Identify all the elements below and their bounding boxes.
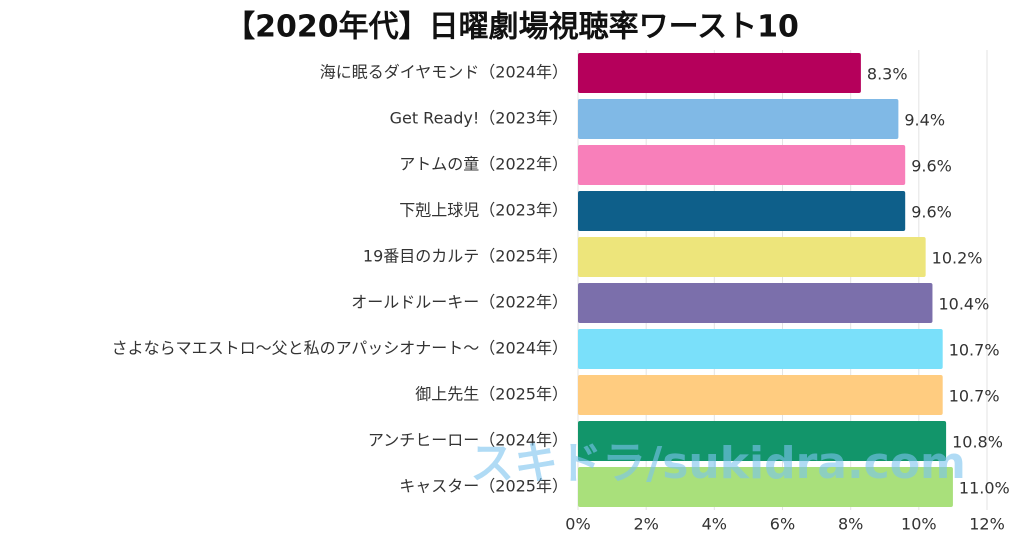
x-tick-label: 0% bbox=[565, 515, 590, 534]
value-label: 10.7% bbox=[949, 341, 1000, 360]
value-label: 8.3% bbox=[867, 65, 908, 84]
chart-title: 【2020年代】日曜劇場視聴率ワースト10 bbox=[225, 10, 799, 45]
y-tick-label: 19番目のカルテ（2025年） bbox=[363, 247, 568, 266]
y-tick-label: さよならマエストロ〜父と私のアパッシオナート〜（2024年） bbox=[112, 339, 568, 358]
value-label: 10.7% bbox=[949, 387, 1000, 406]
bar bbox=[578, 191, 906, 231]
x-tick-label: 12% bbox=[969, 515, 1005, 534]
bar bbox=[578, 467, 953, 507]
bar bbox=[578, 53, 861, 93]
bar bbox=[578, 237, 926, 277]
y-tick-label: アンチヒーロー（2024年） bbox=[368, 431, 568, 450]
value-label: 9.6% bbox=[911, 203, 952, 222]
x-tick-label: 6% bbox=[770, 515, 795, 534]
watermark: スキドラ/sukidra.com bbox=[470, 438, 966, 489]
bar bbox=[578, 99, 899, 139]
value-label: 11.0% bbox=[959, 479, 1010, 498]
y-tick-label: 下剋上球児（2023年） bbox=[399, 201, 568, 220]
bar bbox=[578, 421, 947, 461]
y-tick-label: 御上先生（2025年） bbox=[415, 385, 568, 404]
bar bbox=[578, 283, 933, 323]
x-tick-label: 8% bbox=[838, 515, 863, 534]
value-label: 9.4% bbox=[904, 111, 945, 130]
y-tick-label: 海に眠るダイヤモンド（2024年） bbox=[320, 63, 568, 82]
bar bbox=[578, 329, 943, 369]
y-tick-label: オールドルーキー（2022年） bbox=[351, 293, 568, 312]
value-label: 10.2% bbox=[932, 249, 983, 268]
x-tick-label: 2% bbox=[633, 515, 658, 534]
value-label: 10.8% bbox=[952, 433, 1003, 452]
bar bbox=[578, 375, 943, 415]
y-tick-label: Get Ready!（2023年） bbox=[390, 109, 568, 128]
x-tick-label: 4% bbox=[702, 515, 727, 534]
x-tick-label: 10% bbox=[901, 515, 937, 534]
bar bbox=[578, 145, 906, 185]
y-tick-label: キャスター（2025年） bbox=[399, 477, 568, 496]
value-label: 10.4% bbox=[938, 295, 989, 314]
y-tick-label: アトムの童（2022年） bbox=[399, 155, 568, 174]
value-label: 9.6% bbox=[911, 157, 952, 176]
